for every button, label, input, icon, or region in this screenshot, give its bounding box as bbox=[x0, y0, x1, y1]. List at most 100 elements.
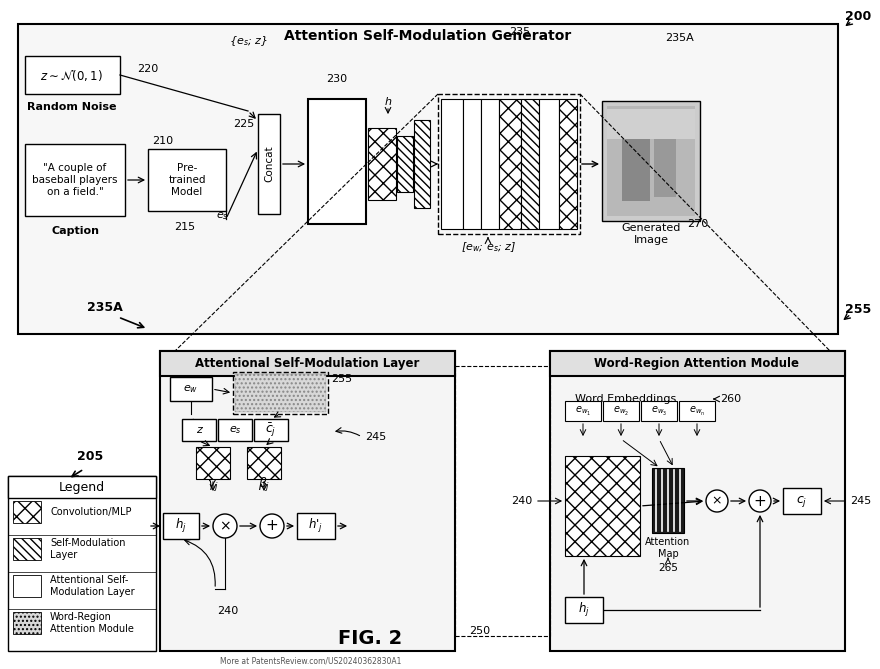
Bar bbox=[499, 99, 521, 229]
Bar bbox=[565, 401, 601, 421]
Text: 235A: 235A bbox=[665, 33, 694, 43]
Text: FIG. 2: FIG. 2 bbox=[338, 630, 402, 648]
Bar bbox=[25, 144, 125, 216]
Bar bbox=[13, 538, 41, 560]
Circle shape bbox=[213, 514, 237, 538]
Text: e$_s$: e$_s$ bbox=[216, 210, 229, 222]
Text: 240: 240 bbox=[217, 606, 238, 616]
Bar bbox=[559, 99, 577, 229]
Bar bbox=[13, 575, 41, 597]
Bar bbox=[8, 476, 156, 498]
Text: 265: 265 bbox=[658, 563, 678, 573]
Text: Word-Region
Attention Module: Word-Region Attention Module bbox=[50, 612, 134, 634]
Text: Word Embeddings: Word Embeddings bbox=[575, 394, 676, 404]
Text: More at PatentsReview.com/US20240362830A1: More at PatentsReview.com/US20240362830A… bbox=[220, 656, 401, 666]
Text: 215: 215 bbox=[174, 222, 195, 232]
Bar bbox=[170, 377, 212, 401]
Bar bbox=[550, 351, 845, 651]
Bar bbox=[521, 99, 539, 229]
Text: e$_{w_3}$: e$_{w_3}$ bbox=[651, 405, 667, 417]
Text: Word-Region Attention Module: Word-Region Attention Module bbox=[595, 357, 800, 369]
Bar bbox=[196, 447, 230, 479]
Text: +: + bbox=[753, 494, 766, 508]
Text: ×: × bbox=[219, 519, 231, 533]
Text: {e$_s$; z}: {e$_s$; z} bbox=[229, 34, 268, 48]
Bar bbox=[13, 501, 41, 523]
Bar bbox=[602, 101, 700, 221]
Bar bbox=[160, 351, 455, 376]
Bar bbox=[438, 94, 580, 234]
Text: $\bar{c}_j$: $\bar{c}_j$ bbox=[265, 421, 276, 439]
Text: 245: 245 bbox=[850, 496, 871, 506]
Text: 220: 220 bbox=[137, 64, 158, 74]
Text: Attention
Map: Attention Map bbox=[645, 537, 691, 559]
Text: e$_{w_n}$: e$_{w_n}$ bbox=[689, 405, 705, 417]
Bar bbox=[607, 109, 695, 139]
Text: $z \sim \mathcal{N}(0,1)$: $z \sim \mathcal{N}(0,1)$ bbox=[40, 68, 104, 82]
Bar bbox=[550, 351, 845, 376]
Text: z: z bbox=[196, 425, 202, 435]
Text: Caption: Caption bbox=[51, 226, 99, 236]
Text: e$_{w_1}$: e$_{w_1}$ bbox=[575, 405, 591, 417]
Text: $\beta_j$: $\beta_j$ bbox=[258, 476, 270, 494]
Bar bbox=[160, 351, 455, 651]
Bar bbox=[622, 131, 650, 201]
Text: $\gamma_j$: $\gamma_j$ bbox=[207, 478, 219, 492]
Bar bbox=[654, 132, 676, 197]
Bar bbox=[441, 99, 463, 229]
Bar bbox=[539, 99, 559, 229]
Text: e$_s$: e$_s$ bbox=[229, 424, 241, 436]
Text: Attentional Self-Modulation Layer: Attentional Self-Modulation Layer bbox=[194, 357, 419, 369]
Text: Pre-
trained
Model: Pre- trained Model bbox=[168, 163, 206, 197]
Bar bbox=[565, 456, 640, 556]
Text: 255: 255 bbox=[331, 374, 352, 384]
Bar bbox=[8, 476, 156, 651]
Text: 235: 235 bbox=[510, 27, 531, 37]
Bar bbox=[414, 120, 430, 208]
Text: 205: 205 bbox=[77, 450, 103, 464]
Bar bbox=[783, 488, 821, 514]
Bar bbox=[13, 612, 41, 634]
Text: 235A: 235A bbox=[87, 300, 123, 314]
Text: Legend: Legend bbox=[59, 480, 105, 494]
Text: 260: 260 bbox=[720, 394, 741, 404]
Bar bbox=[163, 513, 199, 539]
Text: 250: 250 bbox=[469, 626, 490, 636]
Bar bbox=[25, 56, 120, 94]
Text: h$_j$: h$_j$ bbox=[175, 517, 187, 535]
Text: h: h bbox=[385, 97, 392, 107]
Text: e$_{w_2}$: e$_{w_2}$ bbox=[612, 405, 629, 417]
Text: c$_j$: c$_j$ bbox=[796, 494, 808, 508]
Bar bbox=[254, 419, 288, 441]
Bar bbox=[258, 114, 280, 214]
Bar bbox=[463, 99, 481, 229]
Bar bbox=[18, 24, 838, 334]
Bar bbox=[652, 468, 684, 533]
Text: 270: 270 bbox=[687, 219, 708, 229]
Text: 255: 255 bbox=[845, 302, 871, 316]
Text: Convolution/MLP: Convolution/MLP bbox=[50, 507, 131, 517]
Bar bbox=[308, 99, 366, 224]
Bar bbox=[297, 513, 335, 539]
Text: h$'_j$: h$'_j$ bbox=[309, 517, 324, 535]
Text: Attention Self-Modulation Generator: Attention Self-Modulation Generator bbox=[284, 29, 572, 43]
Bar bbox=[679, 401, 715, 421]
Text: Random Noise: Random Noise bbox=[27, 102, 117, 112]
Circle shape bbox=[706, 490, 728, 512]
Text: 225: 225 bbox=[233, 119, 254, 129]
Bar bbox=[247, 447, 281, 479]
Text: Concat: Concat bbox=[264, 146, 274, 183]
Text: e$_w$: e$_w$ bbox=[183, 383, 199, 395]
Text: 230: 230 bbox=[326, 74, 348, 84]
Bar bbox=[641, 401, 677, 421]
Text: Attentional Self-
Modulation Layer: Attentional Self- Modulation Layer bbox=[50, 575, 135, 597]
Bar bbox=[235, 374, 326, 412]
Bar bbox=[218, 419, 252, 441]
Bar bbox=[182, 419, 216, 441]
Text: h$_j$: h$_j$ bbox=[578, 601, 590, 619]
Bar bbox=[481, 99, 499, 229]
Circle shape bbox=[260, 514, 284, 538]
Text: 245: 245 bbox=[365, 432, 386, 442]
Bar bbox=[603, 401, 639, 421]
Bar bbox=[397, 136, 413, 192]
